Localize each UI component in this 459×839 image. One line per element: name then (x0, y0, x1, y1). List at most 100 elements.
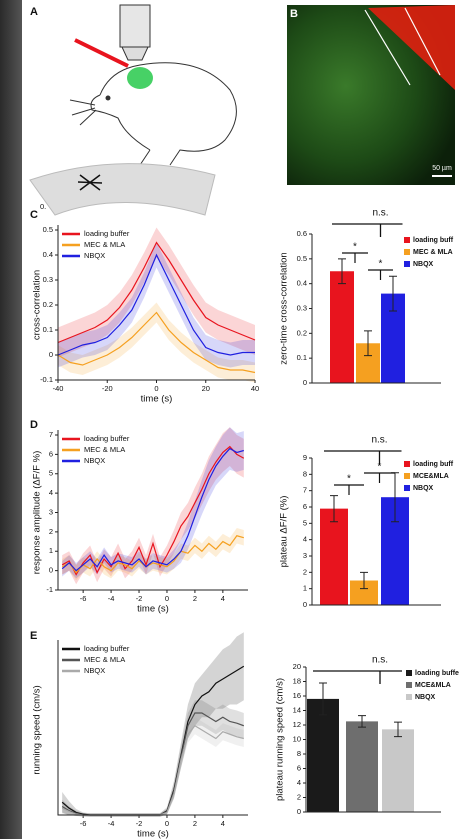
bracket (324, 450, 402, 464)
x-tick-label: 0 (154, 384, 158, 393)
x-tick-label: 4 (221, 594, 225, 603)
x-axis-label: time (s) (141, 394, 173, 405)
bracket (313, 670, 402, 684)
y-tick-label: 1 (49, 546, 53, 555)
legend-swatch (404, 485, 410, 491)
error-bar (364, 330, 372, 357)
y-tick-label: 7 (49, 430, 53, 439)
x-axis-label: time (s) (137, 829, 169, 839)
y-tick-label: 9 (303, 453, 307, 462)
scale-bar-label: 50 µm (432, 165, 452, 172)
legend-label: loading buffe (415, 670, 459, 677)
bar (307, 698, 339, 812)
y-tick-label: 0.6 (297, 229, 307, 238)
series-line (61, 535, 244, 574)
x-tick-label: -6 (80, 819, 87, 828)
pipette-outline (404, 7, 441, 76)
y-tick-label: 0.3 (43, 275, 53, 284)
x-tick-label: 40 (251, 384, 259, 393)
y-tick-label: 0 (303, 378, 307, 387)
y-tick-label: 0.4 (297, 279, 307, 288)
legend-label: NBQX (413, 261, 434, 268)
series-line (61, 447, 244, 572)
axes (57, 640, 248, 816)
y-tick-label: 8 (297, 749, 301, 758)
axes (311, 458, 441, 606)
y-tick-label: 0.2 (297, 328, 307, 337)
y-tick-label: 2 (49, 527, 53, 536)
y-tick-label: 0.4 (43, 250, 53, 259)
error-bar (360, 571, 368, 590)
legend-swatch (406, 670, 412, 676)
y-tick-label: 0 (297, 807, 301, 816)
y-axis-label: response amplitude (ΔF/F %) (32, 451, 43, 575)
x-tick-label: 20 (202, 384, 210, 393)
bracket (364, 472, 395, 483)
panel-label: B (290, 8, 298, 20)
panel-label: E (30, 630, 37, 642)
bar (382, 729, 414, 812)
y-tick-label: 0 (49, 566, 53, 575)
bracket (332, 223, 403, 237)
error-bar (389, 275, 397, 312)
bracket (342, 252, 368, 263)
bracket (334, 484, 364, 495)
error-band (62, 528, 244, 581)
legend-swatch (404, 249, 410, 255)
y-tick-label: 14 (293, 705, 301, 714)
legend-label: loading buffer (84, 644, 130, 653)
panel-label: C (30, 209, 38, 221)
x-tick-label: 4 (221, 819, 225, 828)
legend-label: NBQX (84, 456, 105, 465)
x-tick-label: 0 (165, 819, 169, 828)
x-axis-label: time (s) (137, 604, 169, 615)
legend-swatch (406, 694, 412, 700)
y-tick-label: 6 (297, 763, 301, 772)
y-tick-label: 7 (303, 486, 307, 495)
x-tick-label: -4 (108, 819, 115, 828)
y-tick-label: 0.1 (43, 325, 53, 334)
legend-label: loading buffer (84, 229, 130, 238)
x-tick-label: -4 (108, 594, 115, 603)
y-tick-label: 4 (297, 778, 301, 787)
panel-label: A (30, 6, 38, 18)
annotation: n.s. (371, 435, 387, 446)
y-tick-label: 0 (49, 350, 53, 359)
y-tick-label: 0.3 (297, 303, 307, 312)
annotation: n.s. (372, 655, 388, 666)
error-band (62, 717, 244, 817)
x-tick-label: -20 (102, 384, 113, 393)
legend-label: MEC & MLA (84, 240, 125, 249)
x-tick-label: -6 (80, 594, 87, 603)
bar (320, 508, 348, 605)
y-tick-label: -1 (46, 585, 53, 594)
y-tick-label: 2 (297, 792, 301, 801)
error-bar (338, 258, 346, 285)
legend-label: NBQX (415, 694, 436, 701)
legend-label: MEC & MLA (84, 655, 125, 664)
y-tick-label: 20 (293, 662, 301, 671)
error-bar (358, 715, 366, 728)
axes (57, 225, 255, 381)
mouse-illustration (29, 4, 237, 216)
y-tick-label: 6 (303, 502, 307, 511)
y-axis-label: zero-time cross-correlation (279, 252, 290, 364)
legend-label: MEC & MLA (413, 249, 453, 256)
y-axis-label: plateau running speed (cm/s) (275, 678, 286, 801)
legend-label: loading buff (413, 461, 454, 468)
y-tick-label: 6 (49, 449, 53, 458)
legend-swatch (404, 237, 410, 243)
legend-label: NBQX (84, 666, 105, 675)
error-band (58, 227, 255, 358)
y-tick-label: 0 (303, 600, 307, 609)
legend-swatch (404, 461, 410, 467)
y-tick-label: 12 (293, 720, 301, 729)
y-axis-label: cross-correlation (32, 270, 43, 340)
y-tick-label: 0.5 (43, 225, 53, 234)
annotation: * (378, 462, 382, 473)
y-tick-label: 0.2 (43, 300, 53, 309)
y-tick-label: 5 (303, 518, 307, 527)
series-line (57, 311, 256, 374)
x-tick-label: 2 (193, 819, 197, 828)
legend-label: NBQX (413, 485, 434, 492)
